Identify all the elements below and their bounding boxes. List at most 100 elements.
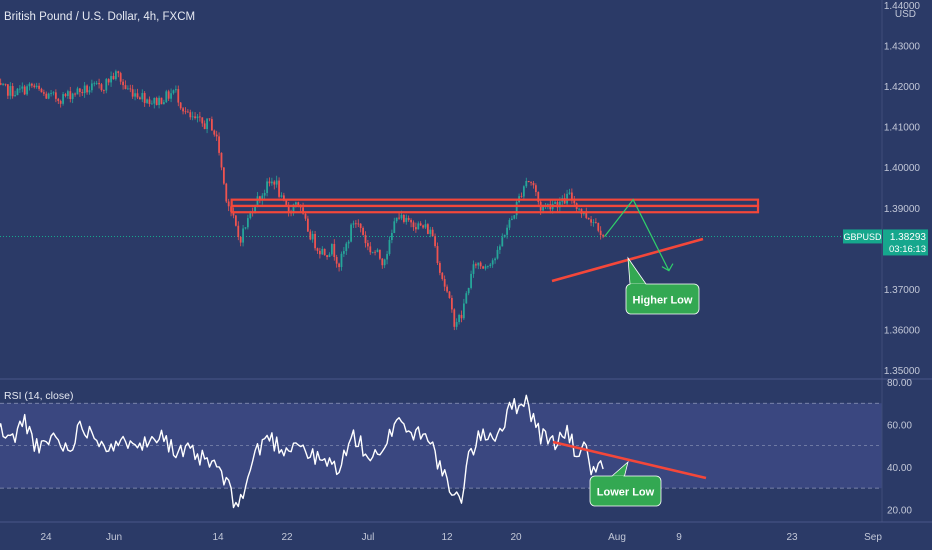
- candle-body: [54, 92, 57, 99]
- candle: [342, 247, 345, 258]
- candle-body: [546, 204, 549, 206]
- price-tick-label: 1.39000: [884, 204, 921, 215]
- candle: [117, 70, 120, 78]
- candle: [446, 284, 448, 294]
- candle: [162, 99, 165, 105]
- candle: [203, 120, 206, 130]
- candle-body: [458, 314, 460, 323]
- candle: [242, 224, 244, 247]
- candle-body: [592, 222, 595, 223]
- higher-low-callout: Higher Low: [625, 256, 700, 315]
- candle-body: [129, 88, 132, 90]
- candle-body: [71, 93, 74, 100]
- price-tick-label: 1.42000: [884, 82, 921, 93]
- candle-body: [258, 196, 261, 200]
- candle-body: [455, 322, 458, 327]
- candle-body: [203, 123, 206, 130]
- candle: [436, 242, 439, 266]
- candle-body: [21, 86, 24, 89]
- rsi-annotations: Lower Low: [552, 440, 707, 507]
- candle-body: [371, 251, 374, 253]
- candle: [107, 78, 110, 86]
- candle: [496, 246, 499, 260]
- candle: [554, 200, 556, 204]
- candle-body: [263, 192, 266, 196]
- candle: [462, 298, 465, 321]
- candle: [378, 249, 381, 261]
- higher-low-callout-box: [625, 283, 700, 315]
- candle: [189, 109, 192, 120]
- candle: [9, 82, 12, 100]
- candle: [206, 118, 208, 134]
- candle: [347, 239, 350, 249]
- candle-body: [47, 93, 50, 99]
- candle-body: [330, 244, 333, 255]
- candle: [537, 191, 540, 205]
- candle-body: [530, 182, 532, 183]
- candle-body: [162, 102, 165, 105]
- candle-body: [299, 206, 302, 208]
- candle-body: [431, 229, 434, 237]
- candle-body: [402, 214, 405, 222]
- candle: [184, 107, 187, 115]
- candle-body: [467, 287, 470, 294]
- candle-body: [429, 229, 432, 234]
- candle-body: [143, 93, 146, 103]
- candle: [28, 82, 31, 91]
- candle-body: [237, 225, 240, 237]
- candle-body: [563, 198, 566, 204]
- candle-body: [453, 309, 456, 327]
- candle-body: [345, 243, 348, 252]
- candle-body: [155, 97, 158, 106]
- candle: [366, 239, 369, 251]
- candle-body: [354, 223, 357, 225]
- candle-body: [294, 202, 297, 205]
- candle-body: [2, 83, 4, 85]
- candle-body: [383, 259, 386, 266]
- candle: [98, 78, 100, 89]
- candle-body: [126, 88, 129, 90]
- candle-body: [275, 180, 278, 185]
- candle: [218, 132, 220, 156]
- candle-body: [254, 206, 256, 212]
- candle-body: [446, 286, 448, 292]
- candle: [592, 219, 595, 227]
- candle-body: [532, 182, 535, 186]
- candle-body: [9, 86, 12, 96]
- candle: [491, 258, 494, 268]
- candle: [383, 258, 386, 269]
- candle: [513, 214, 516, 220]
- rsi-pane: RSI (14, close): [0, 390, 882, 509]
- candle-body: [287, 205, 290, 213]
- candle: [393, 217, 396, 234]
- candle: [309, 229, 312, 241]
- candle-body: [477, 262, 480, 266]
- candle: [386, 250, 388, 265]
- candle: [93, 81, 96, 87]
- candle: [525, 177, 528, 189]
- candle-body: [81, 91, 84, 94]
- candle-body: [573, 200, 576, 204]
- candle: [450, 295, 453, 313]
- candle-body: [170, 93, 172, 99]
- candle: [321, 246, 324, 255]
- candle: [323, 248, 326, 256]
- candle: [83, 82, 86, 98]
- candle-body: [491, 260, 494, 265]
- candle: [95, 80, 98, 85]
- candle-body: [335, 257, 338, 264]
- candle-body: [570, 192, 573, 201]
- candle: [18, 85, 21, 93]
- candle: [47, 92, 50, 100]
- candle: [69, 86, 72, 103]
- candle: [338, 262, 340, 272]
- candle-body: [148, 99, 151, 104]
- candle: [174, 85, 177, 93]
- candle: [131, 84, 134, 99]
- candle: [158, 95, 160, 109]
- candle-body: [98, 83, 100, 85]
- candle: [376, 248, 379, 253]
- candle-body: [554, 202, 556, 204]
- candle: [62, 91, 64, 106]
- candle: [275, 175, 278, 188]
